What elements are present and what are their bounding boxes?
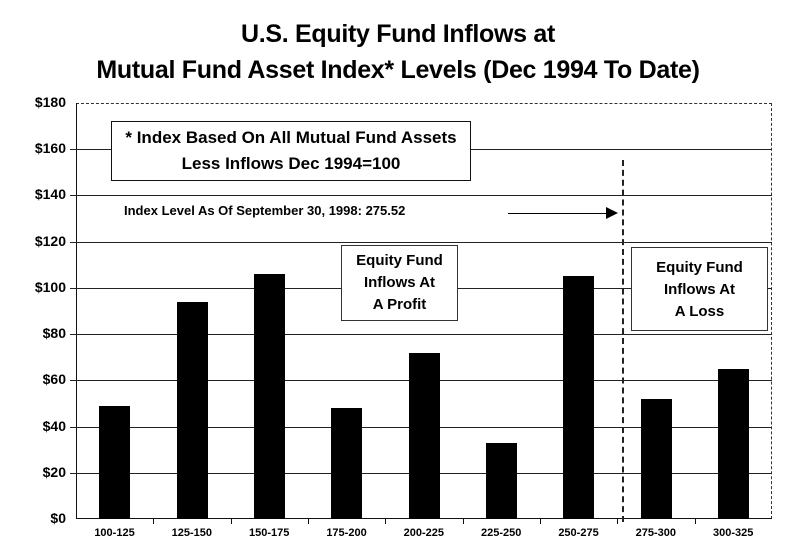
gridline xyxy=(70,334,772,336)
bar-175-200 xyxy=(331,408,363,519)
index-level-label: Index Level As Of September 30, 1998: 27… xyxy=(124,203,406,218)
x-tick-label: 200-225 xyxy=(403,527,445,539)
bar-275-300 xyxy=(640,398,672,519)
x-tick-label: 125-150 xyxy=(171,527,213,539)
loss-line-1: Equity Fund xyxy=(656,259,743,276)
arrow-line xyxy=(508,213,608,214)
y-tick-label: $120 xyxy=(34,232,66,249)
chart-subtitle: Mutual Fund Asset Index* Levels (Dec 199… xyxy=(96,56,700,84)
loss-line-3: A Loss xyxy=(674,303,725,320)
bar-100-125 xyxy=(99,405,131,519)
bar-300-325 xyxy=(717,368,749,519)
profit-line-1: Equity Fund xyxy=(356,252,443,269)
bar-200-225 xyxy=(408,352,440,519)
y-tick-label: $80 xyxy=(42,325,66,342)
y-tick-label: $100 xyxy=(34,278,66,295)
gridline xyxy=(70,195,772,197)
y-axis xyxy=(76,103,77,519)
x-tick xyxy=(694,519,696,524)
y-tick-label: $40 xyxy=(42,417,66,434)
x-tick-label: 250-275 xyxy=(558,527,599,539)
x-tick-label: 300-325 xyxy=(712,527,754,539)
footnote-box: * Index Based On All Mutual Fund Assets … xyxy=(111,121,471,181)
x-tick-label: 225-250 xyxy=(480,527,522,539)
x-tick xyxy=(385,519,387,524)
bar-250-275 xyxy=(563,276,595,519)
profit-region-label: Equity Fund Inflows At A Profit xyxy=(341,245,458,321)
x-tick xyxy=(540,519,541,524)
x-tick xyxy=(153,519,155,524)
gridline xyxy=(70,241,772,243)
plot-frame-top xyxy=(76,103,772,104)
bar-150-175 xyxy=(253,274,285,519)
x-tick-label: 150-175 xyxy=(248,527,290,539)
x-tick-label: 175-200 xyxy=(326,527,367,539)
footnote-line-2: Less Inflows Dec 1994=100 xyxy=(181,154,401,173)
x-tick xyxy=(462,519,464,524)
y-tick-label: $160 xyxy=(34,140,66,157)
loss-line-2: Inflows At xyxy=(663,281,736,298)
loss-region-label: Equity Fund Inflows At A Loss xyxy=(631,247,768,331)
bar-225-250 xyxy=(485,442,517,519)
profit-line-2: Inflows At xyxy=(363,274,436,291)
plot-frame-right xyxy=(771,103,772,519)
x-tick-label: 100-125 xyxy=(94,527,135,539)
y-tick-label: $140 xyxy=(34,186,66,203)
index-divider-line xyxy=(622,160,624,522)
arrow-right-icon xyxy=(606,207,618,219)
x-tick-label: 275-300 xyxy=(635,527,677,539)
bar-125-150 xyxy=(176,301,208,519)
y-tick-label: $60 xyxy=(42,371,66,388)
y-tick-label: $180 xyxy=(34,94,66,110)
y-tick-label: $0 xyxy=(50,510,66,526)
x-tick xyxy=(308,519,309,524)
x-tick xyxy=(230,519,232,524)
profit-line-3: A Profit xyxy=(372,296,427,313)
chart-title: U.S. Equity Fund Inflows at xyxy=(240,20,556,48)
x-tick xyxy=(617,519,619,524)
y-tick-label: $20 xyxy=(42,463,66,480)
footnote-line-1: * Index Based On All Mutual Fund Assets xyxy=(125,128,457,147)
